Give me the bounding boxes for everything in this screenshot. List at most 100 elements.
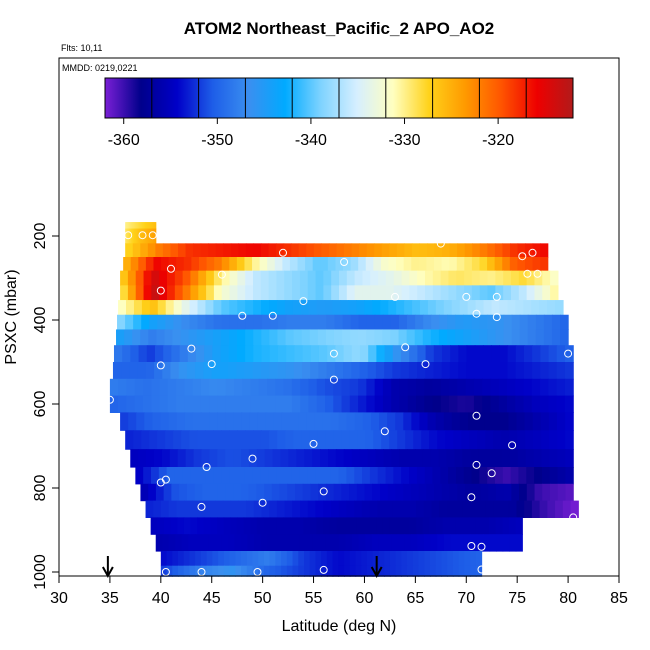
heatmap-cell [432, 467, 441, 485]
heatmap-cell [286, 534, 294, 552]
heatmap-cell [280, 534, 288, 552]
heatmap-cell [140, 329, 149, 346]
heatmap-cell [147, 243, 156, 258]
heatmap-cell [234, 395, 243, 413]
heatmap-cell [284, 285, 293, 301]
heatmap-cell [375, 362, 385, 380]
heatmap-cell [378, 534, 386, 552]
heatmap-cell [503, 285, 512, 301]
observation-point [258, 498, 267, 507]
heatmap-cell [442, 243, 451, 258]
heatmap-cell [451, 300, 461, 316]
heatmap-cell [475, 517, 484, 535]
heatmap-cell [417, 285, 426, 301]
heatmap-cell [117, 314, 126, 331]
heatmap-cell [366, 243, 375, 258]
heatmap-cell [325, 378, 334, 397]
heatmap-cell [401, 285, 410, 301]
heatmap-cell [434, 243, 443, 258]
heatmap-cell [245, 270, 254, 286]
heatmap-cell [358, 395, 367, 413]
heatmap-cell [484, 412, 493, 431]
heatmap-cell [173, 300, 183, 316]
heatmap-cell [424, 378, 434, 397]
heatmap-cell [384, 534, 392, 552]
heatmap-cell [188, 534, 196, 552]
heatmap-cell [541, 430, 550, 450]
heatmap-cell [419, 412, 429, 431]
heatmap-cell [519, 314, 529, 331]
heatmap-cell [174, 467, 183, 485]
heatmap-cell [380, 483, 389, 502]
heatmap-cell [349, 395, 359, 413]
heatmap-cell [189, 565, 196, 577]
heatmap-cell [281, 565, 288, 577]
observation-point [472, 460, 481, 469]
heatmap-cell [192, 412, 202, 431]
heatmap-cell [208, 534, 216, 552]
heatmap-cell [440, 467, 449, 485]
heatmap-cell [440, 270, 450, 286]
heatmap-cell [531, 378, 541, 397]
heatmap-cell [471, 329, 480, 346]
heatmap-cell [479, 270, 489, 286]
heatmap-cell [550, 270, 559, 286]
heatmap-cell [494, 243, 504, 258]
heatmap-cell [539, 500, 548, 518]
heatmap-cell [183, 565, 191, 577]
heatmap-cell [178, 362, 188, 380]
heatmap-cell [405, 430, 414, 450]
heatmap-cell [451, 412, 461, 431]
heatmap-cell [352, 534, 360, 552]
heatmap-cell [177, 517, 185, 535]
heatmap-cell [260, 270, 270, 286]
heatmap-cell [281, 551, 288, 567]
x-tick-label: 70 [457, 590, 475, 607]
heatmap-cell [168, 534, 176, 552]
heatmap-cell [562, 500, 572, 518]
heatmap-cell [212, 329, 222, 346]
heatmap-cell [223, 551, 231, 567]
heatmap-cell [489, 517, 497, 535]
heatmap-cell [163, 483, 172, 502]
heatmap-cell [332, 300, 342, 316]
heatmap-cell [237, 285, 246, 301]
heatmap-cell [242, 378, 252, 397]
heatmap-cell [418, 551, 425, 567]
observation-point [472, 411, 481, 420]
heatmap-cell [390, 314, 400, 331]
heatmap-cell [120, 412, 129, 431]
heatmap-cell [515, 378, 525, 397]
heatmap-cell [230, 243, 239, 258]
heatmap-cell [261, 430, 270, 450]
heatmap-cell [248, 449, 258, 468]
heatmap-cell [241, 412, 251, 431]
heatmap-cell [362, 285, 371, 301]
heatmap-cell [346, 412, 356, 431]
heatmap-cell [425, 270, 434, 286]
heatmap-cell [491, 345, 500, 363]
heatmap-cell [250, 395, 260, 413]
heatmap-cell [370, 270, 379, 286]
heatmap-cell [461, 430, 470, 450]
heatmap-cell [244, 257, 253, 272]
heatmap-cell [238, 500, 247, 518]
heatmap-cell [190, 270, 199, 286]
observation-point [197, 502, 206, 511]
heatmap-cell [446, 500, 456, 518]
heatmap-cell [315, 467, 324, 485]
heatmap-cell [205, 300, 214, 316]
heatmap-cell [310, 362, 320, 380]
heatmap-cell [455, 517, 464, 535]
heatmap-cell [411, 534, 419, 552]
heatmap-cell [542, 270, 551, 286]
heatmap-cell [252, 551, 259, 567]
heatmap-cell [479, 314, 489, 331]
heatmap-cell [213, 300, 222, 316]
heatmap-cell [565, 483, 574, 502]
heatmap-cell [176, 412, 186, 431]
heatmap-cell [392, 362, 402, 380]
heatmap-cell [407, 449, 416, 468]
heatmap-cell [454, 500, 463, 518]
heatmap-cell [366, 395, 376, 413]
